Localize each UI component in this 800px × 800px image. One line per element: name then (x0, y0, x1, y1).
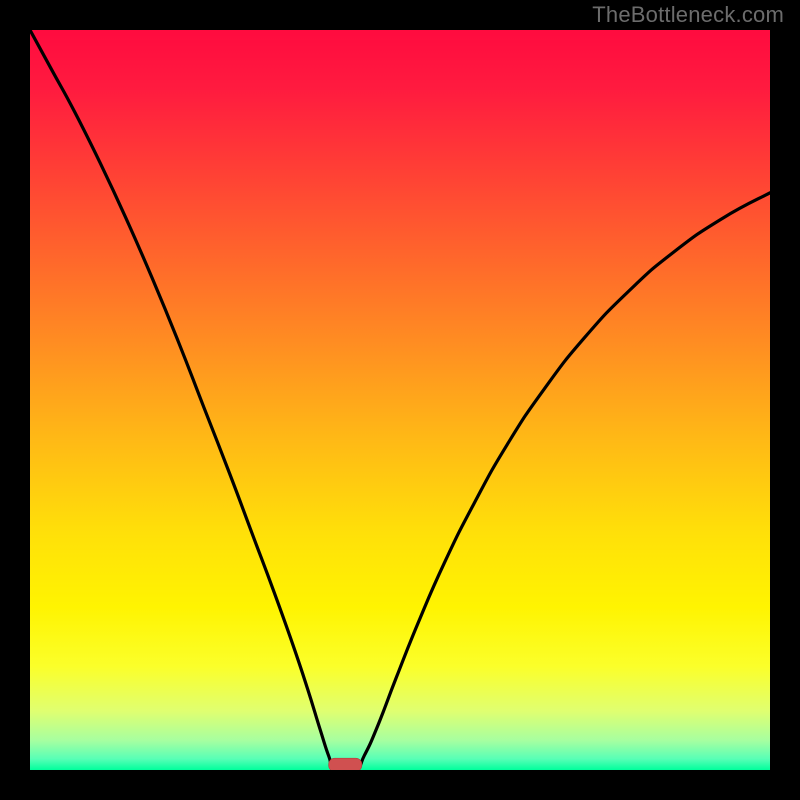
optimal-marker (329, 758, 362, 771)
plot-gradient-background (30, 30, 770, 770)
bottleneck-chart (0, 0, 800, 800)
chart-canvas: TheBottleneck.com (0, 0, 800, 800)
watermark-text: TheBottleneck.com (592, 2, 784, 28)
